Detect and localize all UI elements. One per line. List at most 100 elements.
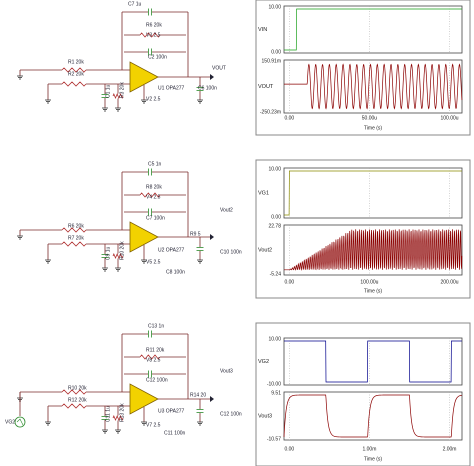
trace-box	[283, 5, 463, 54]
component-label: R11 20k	[146, 347, 165, 353]
waveform	[284, 229, 463, 271]
trace-top: 9.51	[271, 390, 281, 396]
cap-gap	[101, 94, 109, 98]
component-label: VOUT	[212, 65, 226, 71]
component-label: C11 100n	[164, 430, 186, 436]
component-label: C1 1u	[105, 84, 111, 98]
trace-top: 22.78	[268, 223, 281, 229]
component-label: C2 100n	[148, 54, 167, 60]
component-label: R10 20k	[68, 385, 87, 391]
trace-bottom: -250.23m	[260, 109, 281, 115]
resistor	[61, 389, 87, 395]
op-amp	[129, 221, 159, 253]
component-label: R14 20	[190, 392, 206, 398]
cap-gap	[196, 247, 204, 251]
component-label: V2 2.5	[146, 96, 161, 102]
resistor	[139, 354, 161, 360]
component-label: V3 2.5	[146, 32, 161, 38]
cap-gap	[148, 8, 152, 16]
component-label: Vout2	[220, 207, 233, 213]
component-label: U1 OPA277	[158, 85, 185, 91]
waveform	[284, 340, 462, 383]
cap-gap	[196, 409, 204, 413]
resistor	[139, 192, 161, 198]
output-arrow	[210, 234, 214, 240]
source-wave	[16, 418, 24, 426]
resistor	[61, 81, 87, 87]
component-label: R13 20k	[119, 403, 125, 422]
trace-box	[283, 337, 463, 386]
trace-name: VG2	[258, 359, 269, 365]
cap-gap	[148, 370, 152, 378]
component-label: U2 OPA277	[158, 247, 185, 253]
component-label: R12 20k	[68, 397, 87, 403]
x-tick-label: 50.00u	[362, 115, 378, 121]
trace-name: VOUT	[258, 84, 274, 90]
cap-gap	[148, 168, 152, 176]
component-label: U3 OPA277	[158, 408, 185, 414]
x-axis-label: Time (s)	[364, 125, 382, 131]
waveform	[284, 8, 462, 51]
component-label: R10 20k	[119, 241, 125, 260]
output-arrow	[210, 74, 214, 80]
cap-gap	[196, 87, 204, 91]
component-label: V4 2.5	[146, 194, 161, 200]
trace-box	[283, 167, 463, 219]
x-tick-label: 0.00	[284, 279, 294, 285]
component-label: Vout3	[220, 368, 233, 374]
cap-gap	[148, 48, 152, 56]
trace-box	[283, 391, 463, 441]
resistor	[61, 403, 87, 409]
waveform	[284, 170, 462, 216]
component-label: V8 2.5	[146, 357, 161, 363]
resistor	[112, 252, 124, 260]
x-tick-label: 200.00u	[441, 279, 459, 285]
component-label: R3 20k	[119, 82, 125, 98]
cap-gap	[101, 416, 109, 420]
component-label: R9 5	[190, 231, 201, 237]
component-label: C7 1u	[128, 1, 142, 7]
component-label: C10 100n	[220, 249, 242, 255]
x-tick-label: 0.00	[284, 446, 294, 452]
component-label: R2 20k	[68, 71, 84, 77]
trace-name: Vout3	[258, 413, 272, 419]
component-label: C12 100n	[220, 411, 242, 417]
component-label: C11 1u	[105, 406, 111, 422]
component-label: V7 2.5	[146, 422, 161, 428]
resistor	[112, 414, 124, 422]
op-amp	[129, 383, 159, 415]
component-label: C7 100n	[146, 215, 165, 221]
cap-gap	[148, 330, 152, 338]
component-label: C9 1u	[105, 246, 111, 260]
component-label: C8 100n	[166, 269, 185, 275]
resistor	[61, 227, 87, 233]
component-label: VG2	[5, 419, 15, 425]
x-tick-label: 100.00u	[441, 115, 459, 121]
component-label: R1 20k	[68, 59, 84, 65]
component-label: R6 20k	[146, 22, 162, 28]
x-tick-label: 2.00m	[443, 446, 457, 452]
waveform	[283, 394, 462, 438]
resistor	[112, 92, 124, 100]
trace-top: 10.00	[268, 4, 281, 10]
resistor	[139, 32, 161, 38]
component-label: C13 1n	[148, 323, 164, 329]
resistor	[61, 241, 87, 247]
component-label: V5 2.5	[146, 259, 161, 265]
trace-bottom: -5.24	[270, 271, 282, 277]
trace-bottom: -10.57	[267, 436, 281, 442]
x-tick-label: 0.00	[284, 115, 294, 121]
x-axis-label: Time (s)	[364, 288, 382, 294]
component-label: C6 100n	[198, 85, 217, 91]
trace-bottom: 0.00	[271, 214, 281, 220]
trace-top: 150.91m	[262, 58, 281, 64]
op-amp	[129, 61, 159, 93]
trace-top: 10.00	[268, 336, 281, 342]
component-label: C5 1n	[148, 161, 162, 167]
component-label: C12 100n	[146, 377, 168, 383]
trace-top: 10.00	[268, 166, 281, 172]
component-label: R6 20k	[68, 223, 84, 229]
voltage-source	[14, 416, 26, 428]
x-axis-label: Time (s)	[364, 456, 382, 462]
